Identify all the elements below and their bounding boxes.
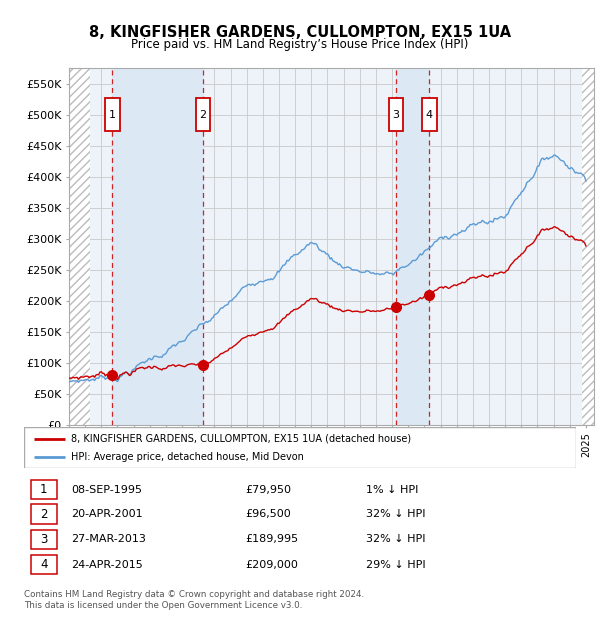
FancyBboxPatch shape: [196, 98, 211, 131]
FancyBboxPatch shape: [389, 98, 403, 131]
Text: 2: 2: [40, 508, 47, 521]
Text: Price paid vs. HM Land Registry’s House Price Index (HPI): Price paid vs. HM Land Registry’s House …: [131, 38, 469, 51]
Text: 20-APR-2001: 20-APR-2001: [71, 509, 143, 519]
Bar: [396, 68, 430, 425]
Text: 1: 1: [40, 483, 47, 496]
Text: 4: 4: [426, 110, 433, 120]
Text: £209,000: £209,000: [245, 560, 298, 570]
Text: 3: 3: [392, 110, 399, 120]
Text: £189,995: £189,995: [245, 534, 298, 544]
Text: 08-SEP-1995: 08-SEP-1995: [71, 485, 142, 495]
Text: Contains HM Land Registry data © Crown copyright and database right 2024.
This d: Contains HM Land Registry data © Crown c…: [24, 590, 364, 609]
Bar: [112, 68, 203, 425]
Text: 32% ↓ HPI: 32% ↓ HPI: [366, 509, 426, 519]
Text: 4: 4: [40, 558, 47, 571]
FancyBboxPatch shape: [422, 98, 437, 131]
FancyBboxPatch shape: [31, 480, 57, 499]
FancyBboxPatch shape: [31, 529, 57, 549]
Text: 27-MAR-2013: 27-MAR-2013: [71, 534, 146, 544]
FancyBboxPatch shape: [31, 555, 57, 574]
Text: 1% ↓ HPI: 1% ↓ HPI: [366, 485, 419, 495]
FancyBboxPatch shape: [31, 505, 57, 524]
Bar: [582, 68, 598, 425]
Text: 3: 3: [40, 533, 47, 546]
Text: 1: 1: [109, 110, 116, 120]
Text: 2: 2: [200, 110, 206, 120]
Text: 8, KINGFISHER GARDENS, CULLOMPTON, EX15 1UA (detached house): 8, KINGFISHER GARDENS, CULLOMPTON, EX15 …: [71, 433, 411, 444]
Text: 32% ↓ HPI: 32% ↓ HPI: [366, 534, 426, 544]
FancyBboxPatch shape: [105, 98, 120, 131]
Text: 24-APR-2015: 24-APR-2015: [71, 560, 143, 570]
Text: 8, KINGFISHER GARDENS, CULLOMPTON, EX15 1UA: 8, KINGFISHER GARDENS, CULLOMPTON, EX15 …: [89, 25, 511, 40]
Text: 29% ↓ HPI: 29% ↓ HPI: [366, 560, 426, 570]
Bar: [69, 68, 90, 425]
Text: HPI: Average price, detached house, Mid Devon: HPI: Average price, detached house, Mid …: [71, 453, 304, 463]
FancyBboxPatch shape: [24, 427, 576, 468]
Text: £79,950: £79,950: [245, 485, 291, 495]
Text: £96,500: £96,500: [245, 509, 290, 519]
